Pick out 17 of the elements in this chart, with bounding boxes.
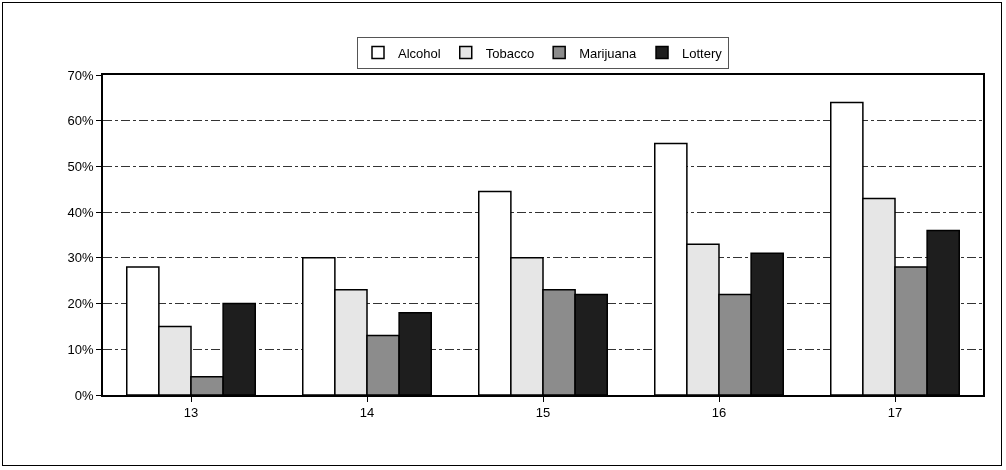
x-tick-label: 15 <box>535 405 551 421</box>
y-tick-label: 50% <box>67 158 95 174</box>
legend-label: Marijuana <box>579 45 638 61</box>
x-tick-label: 17 <box>887 405 903 421</box>
y-tick-label: 70% <box>67 67 95 83</box>
legend-label: Alcohol <box>398 45 441 61</box>
y-tick-label: 40% <box>67 204 95 220</box>
x-tick-label: 13 <box>183 405 199 421</box>
y-tick-label: 0% <box>74 387 95 403</box>
y-tick-label: 30% <box>67 250 95 266</box>
y-tick-label: 10% <box>67 341 95 357</box>
y-tick-label: 60% <box>67 113 95 129</box>
x-tick-label: 14 <box>359 405 375 421</box>
y-tick-label: 20% <box>67 296 95 312</box>
legend-label: Lottery <box>682 45 723 61</box>
x-tick-label: 16 <box>711 405 727 421</box>
legend-label: Tobacco <box>485 45 535 61</box>
